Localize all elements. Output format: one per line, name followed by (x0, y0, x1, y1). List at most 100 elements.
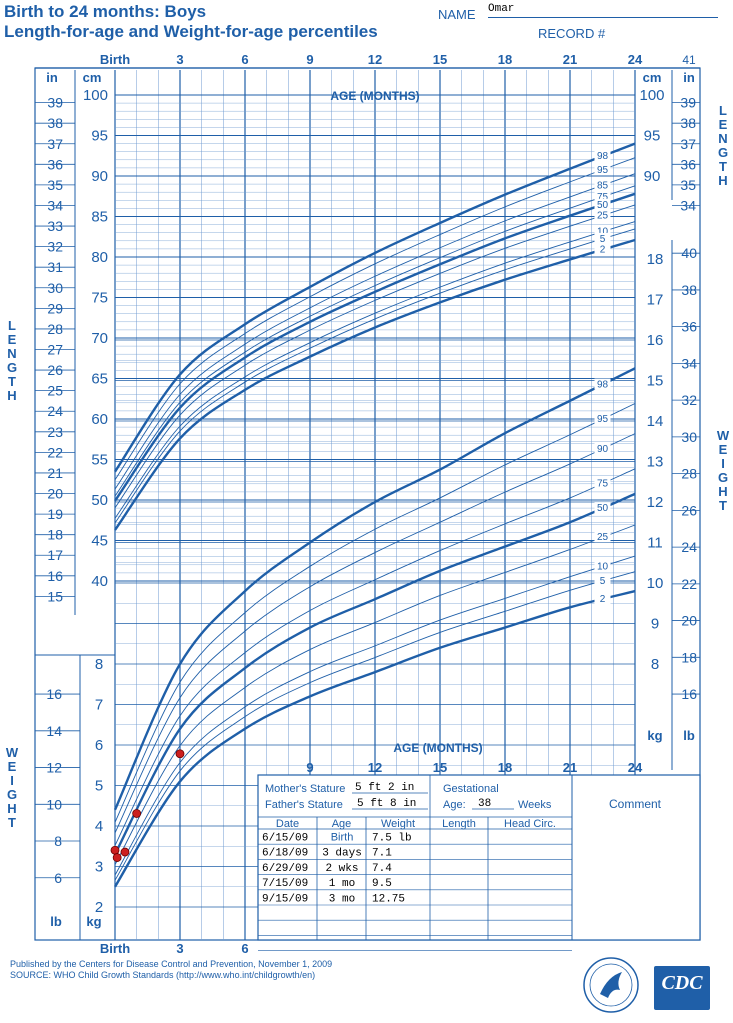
cm-tick-label: 65 (91, 371, 108, 388)
right-lb-tick-label: 24 (681, 539, 697, 555)
length-percentile-label: 75 (597, 192, 609, 203)
weight-percentile-label: 2 (600, 594, 606, 605)
right-kg-tick-label: 8 (651, 656, 659, 673)
mid-age-tick-label: 12 (368, 760, 382, 775)
left-length-axis-letter: T (8, 374, 16, 389)
right-kg-unit-label: kg (647, 728, 662, 743)
row-date: 6/15/09 (262, 833, 308, 845)
cdc-logo-text: CDC (661, 972, 703, 994)
right-inch-tick-label: 34 (680, 197, 696, 213)
weight-percentile-curve (113, 367, 636, 811)
gestational-age-label: Age: (443, 799, 466, 811)
right-length-axis-letter: E (719, 117, 728, 132)
in-unit-label: in (46, 70, 58, 85)
inch-tick-label: 38 (47, 115, 63, 131)
right-lb-tick-label: 28 (681, 466, 697, 482)
name-label: NAME (438, 7, 476, 22)
right-cm-tick-label: 100 (639, 87, 664, 104)
kg-tick-label: 4 (95, 818, 103, 835)
length-percentile-curve (114, 157, 636, 481)
inch-tick-label: 21 (47, 465, 63, 481)
weight-data-point (110, 845, 120, 855)
inch-tick-label: 27 (47, 342, 63, 358)
mid-age-tick-label: 9 (306, 760, 313, 775)
right-in-unit-label: in (683, 70, 695, 85)
right-weight-axis-letter: G (718, 470, 728, 485)
inch-tick-label: 37 (47, 136, 63, 152)
column-header: Age (332, 818, 352, 830)
mid-age-tick-label: 15 (433, 760, 447, 775)
record-label: RECORD # (538, 26, 606, 41)
kg-tick-label: 2 (95, 899, 103, 916)
cm-tick-label: 80 (91, 249, 108, 266)
right-lb-tick-label: 18 (681, 649, 697, 665)
name-field[interactable]: Omar (488, 3, 718, 18)
right-kg-tick-label: 12 (647, 494, 664, 511)
inch-tick-label: 20 (47, 486, 63, 502)
fathers-stature-label: Father's Stature (265, 799, 343, 811)
length-percentile-label: 98 (597, 151, 609, 162)
right-inch-tick-label: 36 (680, 156, 696, 172)
left-length-axis-letter: E (8, 332, 17, 347)
right-inch-tick-label: 39 (680, 95, 696, 111)
inch-tick-label: 18 (47, 527, 63, 543)
cm-unit-label: cm (83, 70, 102, 85)
top-age-tick-label: 15 (433, 52, 447, 67)
right-lb-tick-label: 36 (681, 319, 697, 335)
right-length-axis-letter: G (718, 145, 728, 160)
cm-tick-label: 95 (91, 128, 108, 145)
published-note: Published by the Centers for Disease Con… (10, 959, 333, 969)
lb-unit-label: lb (50, 914, 62, 929)
weight-percentile-label: 50 (597, 503, 609, 514)
length-percentile-curve (114, 185, 636, 497)
weight-percentile-label-bg (594, 477, 611, 489)
weight-percentile-curve (114, 468, 636, 846)
length-percentile-label: 10 (597, 227, 609, 238)
inch-tick-label: 15 (47, 588, 63, 604)
left-length-axis-letter: N (7, 346, 16, 361)
inch-tick-label: 32 (47, 239, 63, 255)
top-age-tick-label: 21 (563, 52, 577, 67)
row-age: 2 wks (325, 863, 358, 875)
cm-tick-label: 70 (91, 330, 108, 347)
right-weight-axis-letter: T (719, 498, 727, 513)
right-weight-axis-letter: W (717, 428, 730, 443)
right-kg-tick-label: 11 (647, 535, 663, 552)
mothers-stature-value: 5 ft 2 in (355, 782, 414, 794)
weeks-label: Weeks (518, 799, 552, 811)
length-percentile-label: 50 (597, 200, 609, 211)
inch-tick-label: 16 (47, 568, 63, 584)
right-inch-tick-label: 35 (680, 177, 696, 193)
right-kg-tick-label: 14 (647, 413, 664, 430)
kg-tick-label: 7 (95, 697, 103, 714)
right-cm-tick-label: 95 (644, 128, 661, 145)
left-length-axis-letter: L (8, 318, 16, 333)
row-weight: 7.4 (372, 863, 392, 875)
cm-tick-label: 50 (91, 492, 108, 509)
length-percentile-label: 85 (597, 180, 609, 191)
length-percentile-label-bg (594, 163, 611, 175)
length-age-axis-title: AGE (MONTHS) (330, 89, 419, 103)
weight-percentile-label: 10 (597, 561, 609, 572)
weight-percentile-label: 90 (597, 444, 609, 455)
weight-percentile-label: 5 (600, 576, 606, 587)
lb-tick-label: 14 (46, 723, 62, 739)
kg-unit-label: kg (86, 914, 101, 929)
right-weight-axis-letter: I (721, 456, 725, 471)
weight-percentile-curve (114, 403, 636, 823)
right-kg-tick-label: 13 (647, 454, 664, 471)
row-date: 9/15/09 (262, 893, 308, 905)
right-cm-tick-label: 90 (644, 168, 661, 185)
gestational-label: Gestational (443, 783, 499, 795)
source-note: SOURCE: WHO Child Growth Standards (http… (10, 970, 316, 980)
inch-tick-label: 39 (47, 95, 63, 111)
lb-tick-label: 10 (46, 796, 62, 812)
right-in-top-label: 41 (682, 53, 696, 67)
weight-percentile-label-bg (594, 413, 611, 425)
column-header: Date (276, 818, 299, 830)
inch-tick-label: 23 (47, 424, 63, 440)
right-lb-tick-label: 32 (681, 392, 697, 408)
cm-tick-label: 55 (91, 452, 108, 469)
top-age-tick-label: 9 (306, 52, 313, 67)
length-percentile-label-bg (594, 150, 611, 162)
